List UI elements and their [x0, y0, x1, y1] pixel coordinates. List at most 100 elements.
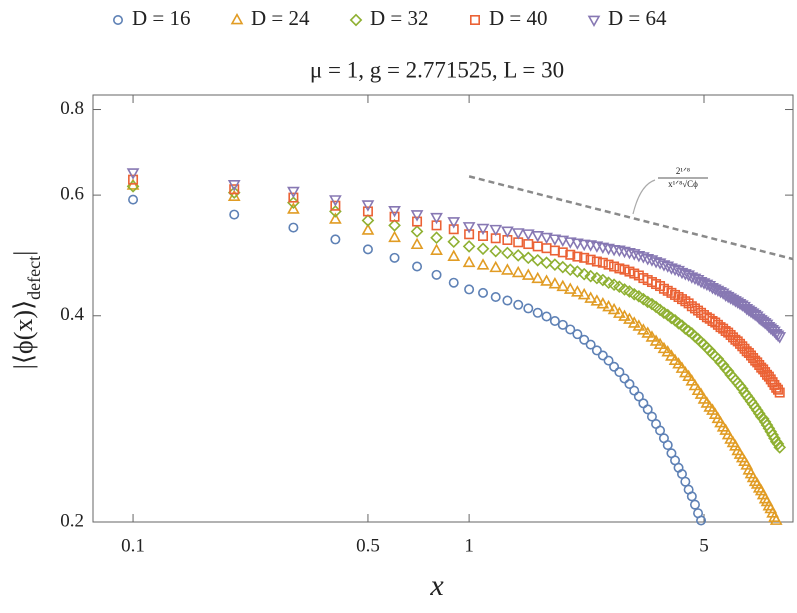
marker — [571, 238, 584, 250]
annotation-leader — [632, 179, 656, 215]
marker — [577, 267, 591, 281]
marker — [532, 307, 543, 318]
marker — [773, 332, 787, 344]
marker — [447, 217, 461, 229]
marker — [462, 255, 476, 268]
legend-marker — [587, 15, 601, 28]
legend-marker — [230, 12, 244, 25]
marker — [540, 256, 553, 270]
marker — [577, 287, 591, 300]
marker — [623, 312, 636, 324]
chart-title: μ = 1, g = 2.771525, L = 30 — [310, 57, 564, 82]
marker — [641, 326, 655, 338]
marker — [756, 316, 770, 329]
marker — [523, 303, 534, 314]
marker — [531, 271, 545, 284]
y-axis-label-part: defect — [24, 256, 44, 300]
marker — [430, 243, 443, 255]
marker — [655, 425, 666, 436]
marker — [577, 239, 591, 252]
marker — [287, 202, 300, 214]
marker — [572, 329, 583, 340]
marker — [579, 334, 590, 345]
marker — [653, 337, 667, 350]
marker — [287, 186, 300, 199]
marker — [602, 299, 615, 312]
y-axis-label: |⟨ϕ(x)⟩defect| — [9, 251, 44, 370]
marker — [229, 209, 240, 220]
marker — [565, 324, 576, 335]
legend-marker — [469, 15, 480, 25]
marker — [388, 230, 401, 243]
marker — [476, 223, 490, 236]
marker — [410, 210, 424, 222]
y-axis-label-part: | — [9, 251, 38, 256]
marker — [540, 232, 553, 245]
marker — [531, 253, 545, 267]
marker — [128, 194, 139, 205]
marker — [683, 298, 694, 309]
marker — [489, 260, 503, 273]
marker — [637, 323, 650, 335]
marker — [361, 223, 375, 235]
marker — [627, 316, 641, 328]
marker — [771, 437, 785, 451]
legend-label: D = 16 — [132, 6, 191, 30]
marker — [548, 258, 562, 271]
legend-marker — [113, 15, 124, 25]
marker — [541, 311, 552, 322]
y-tick-label: 0.6 — [60, 183, 84, 204]
legend-label: D = 24 — [251, 6, 310, 30]
marker — [388, 219, 401, 232]
marker — [633, 391, 644, 402]
marker — [609, 361, 620, 372]
marker — [410, 237, 424, 250]
marker — [330, 200, 341, 211]
marker — [361, 214, 375, 227]
marker — [563, 237, 577, 249]
marker — [603, 355, 614, 366]
marker — [448, 277, 459, 288]
marker — [772, 384, 783, 395]
marker — [773, 441, 787, 454]
marker — [614, 263, 625, 274]
marker — [362, 206, 373, 217]
marker — [489, 244, 503, 258]
marker — [557, 247, 568, 258]
marker — [571, 285, 584, 297]
marker — [603, 259, 614, 270]
marker — [521, 251, 535, 265]
y-tick-label: 0.4 — [60, 304, 84, 325]
annotation-numerator: 2¹ᐟ⁸ — [676, 166, 690, 176]
marker — [596, 273, 610, 287]
reference-line — [468, 175, 794, 261]
marker — [548, 276, 562, 289]
marker — [627, 249, 641, 261]
marker — [590, 294, 604, 306]
marker — [556, 279, 570, 292]
marker — [662, 440, 673, 451]
marker — [768, 431, 781, 445]
x-tick-label: 0.5 — [356, 535, 380, 556]
marker — [686, 491, 697, 502]
x-tick-label: 5 — [699, 535, 709, 556]
marker — [645, 255, 659, 267]
marker — [540, 274, 553, 286]
marker — [531, 231, 545, 243]
legend-label: D = 64 — [608, 6, 667, 30]
marker — [689, 499, 700, 510]
marker — [476, 258, 490, 270]
marker — [511, 249, 525, 262]
marker — [680, 296, 691, 307]
marker — [410, 225, 424, 238]
marker — [585, 339, 596, 350]
y-tick-label: 0.8 — [60, 98, 84, 119]
x-tick-label: 1 — [464, 535, 474, 556]
marker — [584, 291, 598, 303]
marker — [672, 316, 685, 330]
marker — [288, 222, 299, 233]
marker — [489, 224, 503, 237]
marker — [549, 316, 560, 327]
marker — [653, 258, 667, 270]
